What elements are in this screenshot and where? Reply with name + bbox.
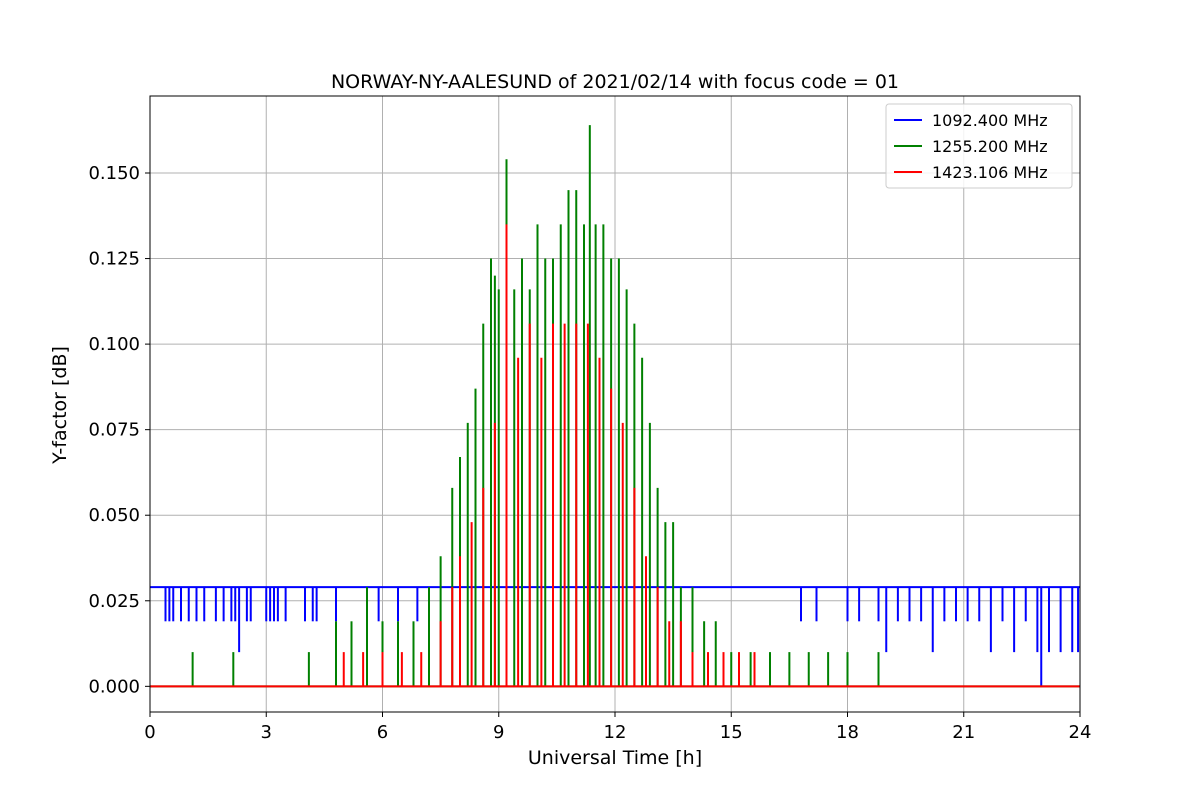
y-axis-label: Y-factor [dB] [49, 346, 71, 465]
x-tick-label: 6 [377, 722, 388, 743]
legend-label: 1423.106 MHz [932, 163, 1048, 182]
y-tick-label: 0.000 [88, 676, 140, 697]
x-tick-label: 0 [144, 722, 155, 743]
y-tick-label: 0.075 [88, 420, 140, 441]
y-tick-label: 0.050 [88, 505, 140, 526]
x-tick-label: 3 [261, 722, 272, 743]
legend-label: 1092.400 MHz [932, 111, 1048, 130]
y-axis: 0.000 0.025 0.050 0.075 0.100 0.125 0.150 [88, 163, 150, 697]
y-tick-label: 0.125 [88, 249, 140, 270]
chart-title: NORWAY-NY-AALESUND of 2021/02/14 with fo… [331, 71, 899, 93]
y-tick-label: 0.025 [88, 591, 140, 612]
x-tick-label: 21 [952, 722, 975, 743]
x-tick-label: 12 [604, 722, 627, 743]
x-tick-label: 24 [1069, 722, 1092, 743]
legend-label: 1255.200 MHz [932, 137, 1048, 156]
series-2 [150, 224, 1080, 688]
series-0 [150, 586, 1080, 687]
x-tick-label: 18 [836, 722, 859, 743]
x-axis-label: Universal Time [h] [528, 747, 702, 769]
x-tick-label: 15 [720, 722, 743, 743]
x-tick-label: 9 [493, 722, 504, 743]
legend-box [885, 103, 1073, 189]
legend: 1092.400 MHz 1255.200 MHz 1423.106 MHz [885, 103, 1073, 189]
plot-area [150, 125, 1080, 688]
x-axis: 0 3 6 9 12 15 18 21 24 [144, 712, 1091, 743]
y-tick-label: 0.150 [88, 163, 140, 184]
y-tick-label: 0.100 [88, 334, 140, 355]
